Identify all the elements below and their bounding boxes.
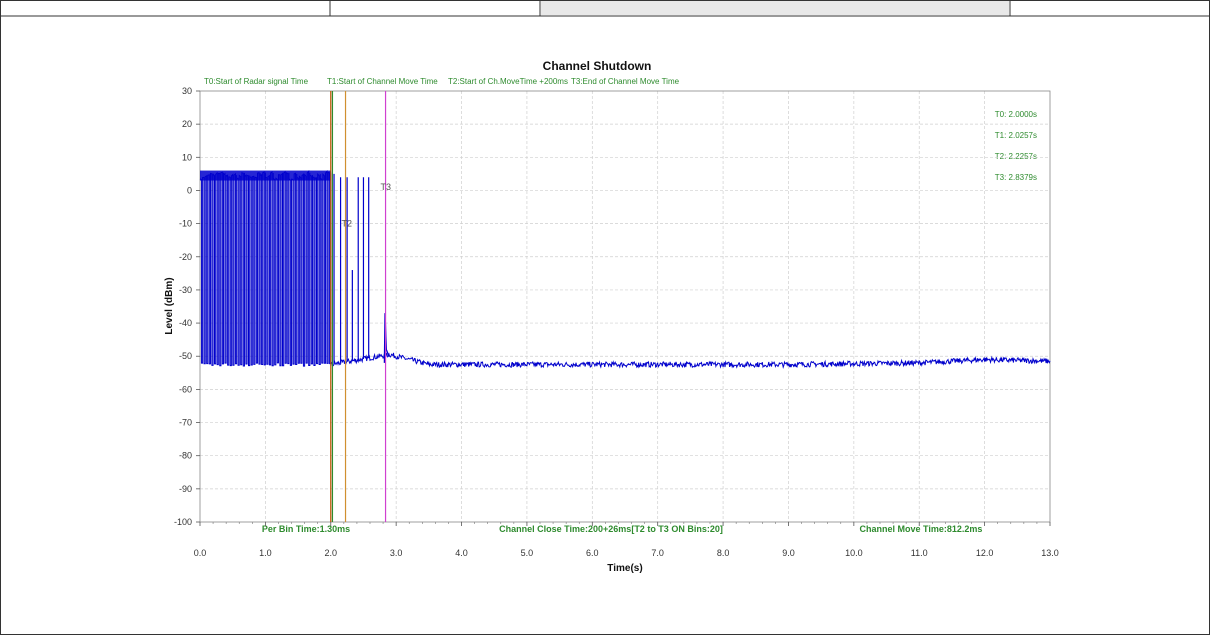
grid-layer <box>200 91 1050 522</box>
marker-plot-label-t3: T3 <box>381 182 392 192</box>
x-tick-label: 7.0 <box>651 548 664 558</box>
legend-item-t1: T1:Start of Channel Move Time <box>327 77 438 86</box>
legend-item-t3: T3:End of Channel Move Time <box>571 77 680 86</box>
burst-trace <box>199 170 332 367</box>
y-tick-label: -70 <box>179 418 192 428</box>
y-tick-label: -60 <box>179 384 192 394</box>
y-tick-label: -20 <box>179 252 192 262</box>
marker-value-t0: T0: 2.0000s <box>995 110 1037 119</box>
plot-area-border <box>199 90 1051 523</box>
y-tick-label: 0 <box>187 185 192 195</box>
y-tick-label: -90 <box>179 484 192 494</box>
marker-value-t1: T1: 2.0257s <box>995 131 1037 140</box>
x-tick-label: 6.0 <box>586 548 599 558</box>
x-axis-title: Time(s) <box>607 563 642 574</box>
x-tick-label: 3.0 <box>390 548 403 558</box>
channel-move-time: Channel Move Time:812.2ms <box>860 524 983 534</box>
legend-item-t2: T2:Start of Ch.MoveTime +200ms <box>448 77 568 86</box>
y-tick-label: 10 <box>182 152 192 162</box>
legend-item-t0: T0:Start of Radar signal Time <box>204 77 309 86</box>
marker-value-t3: T3: 2.8379s <box>995 173 1037 182</box>
y-tick-label: -100 <box>174 517 192 527</box>
x-tick-label: 5.0 <box>521 548 534 558</box>
noise-floor-trace <box>330 351 1051 370</box>
x-tick-label: 11.0 <box>911 548 928 558</box>
x-tick-label: 2.0 <box>325 548 338 558</box>
marker-plot-label-t2: T2 <box>342 219 353 229</box>
x-tick-label: 12.0 <box>976 548 994 558</box>
channel-close-time: Channel Close Time:200+26ms[T2 to T3 ON … <box>499 524 723 534</box>
chart-title: Channel Shutdown <box>543 59 652 73</box>
x-tick-label: 0.0 <box>194 548 207 558</box>
trace-layer <box>199 170 1051 370</box>
header-cell-shaded <box>541 1 1009 15</box>
y-tick-label: -10 <box>179 219 192 229</box>
per-bin-time: Per Bin Time:1.30ms <box>262 524 350 534</box>
x-tick-label: 13.0 <box>1041 548 1059 558</box>
x-tick-label: 1.0 <box>259 548 272 558</box>
marker-layer: T2 T3 <box>330 91 392 522</box>
y-tick-label: -50 <box>179 351 192 361</box>
x-tick-label: 9.0 <box>782 548 795 558</box>
axis-layer: 0.0 1.0 2.0 3.0 4.0 5.0 6.0 7.0 8.0 9.0 10.0 11.0 12… <box>174 86 1059 558</box>
y-axis-title: Level (dBm) <box>164 277 175 334</box>
y-tick-label: 30 <box>182 86 192 96</box>
x-tick-label: 10.0 <box>845 548 863 558</box>
x-tick-label: 8.0 <box>717 548 730 558</box>
y-tick-label: 20 <box>182 119 192 129</box>
y-tick-label: -40 <box>179 318 192 328</box>
burst-top-band <box>200 170 331 181</box>
x-tick-label: 4.0 <box>455 548 468 558</box>
marker-value-t2: T2: 2.2257s <box>995 152 1037 161</box>
y-tick-label: -30 <box>179 285 192 295</box>
y-tick-label: -80 <box>179 451 192 461</box>
